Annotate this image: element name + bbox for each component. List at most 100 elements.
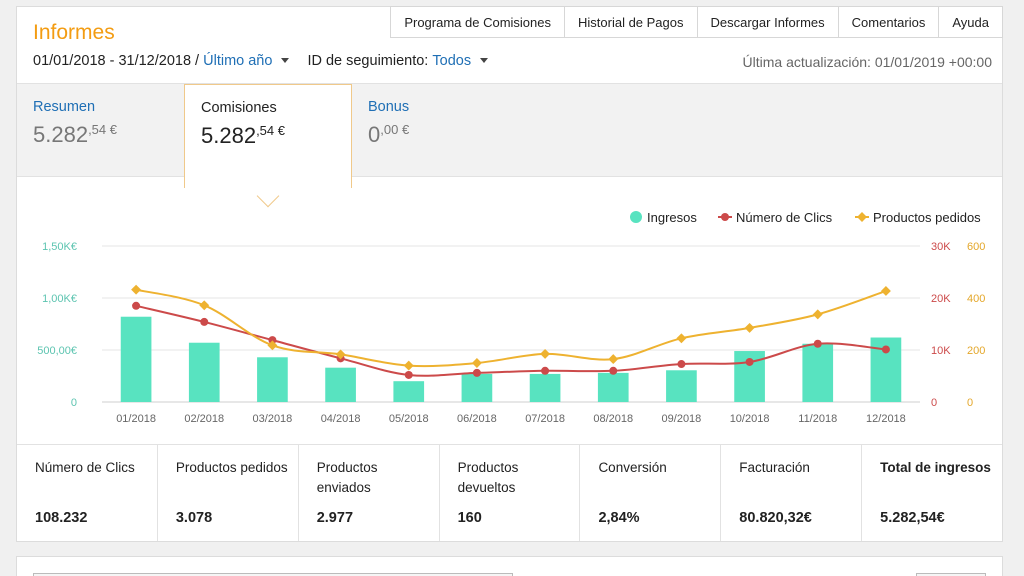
bar-ingresos [597, 372, 629, 402]
point-products [744, 322, 755, 333]
stats-row: Número de Clics 108.232 Productos pedido… [17, 444, 1002, 541]
bar-ingresos [666, 370, 697, 402]
tab-label: Resumen [33, 99, 96, 115]
x-tick-label: 11/2018 [798, 413, 837, 425]
x-tick-label: 05/2018 [389, 413, 429, 425]
nav-download-reports[interactable]: Descargar Informes [696, 6, 839, 38]
point-clicks [132, 301, 141, 310]
line-products [135, 288, 887, 368]
x-tick-label: 12/2018 [866, 413, 906, 425]
y-tick-right-products: 0 [967, 397, 973, 409]
stat-label: Total de ingresos [880, 460, 991, 475]
bar-ingresos [393, 381, 425, 402]
tab-comisiones[interactable]: Comisiones 5.282,54 € [184, 84, 352, 208]
point-products [608, 354, 619, 365]
page-title: Informes [33, 21, 115, 44]
x-tick-label: 04/2018 [321, 413, 361, 425]
bar-ingresos [257, 357, 288, 402]
stat-billing: Facturación 80.820,32€ [721, 445, 863, 541]
nav-comments[interactable]: Comentarios [837, 6, 940, 38]
tracking-id-value: Todos [432, 53, 472, 69]
tab-value: 5.282,54 € [33, 122, 117, 147]
tab-bonus[interactable]: Bonus 0,00 € [352, 84, 520, 177]
secondary-card [16, 556, 1003, 576]
point-clicks [472, 368, 481, 377]
y-tick-right-clicks: 30K [931, 241, 951, 253]
stat-label: Productos enviados [316, 460, 378, 495]
y-tick-left: 1,00K€ [42, 293, 77, 305]
bar-ingresos [325, 367, 356, 402]
bar-ingresos [461, 373, 493, 402]
y-tick-left: 0 [71, 397, 77, 409]
last-update-text: Última actualización: 01/01/2019 +00:00 [742, 54, 992, 70]
legend-marker-clicks [721, 213, 729, 221]
summary-tabs: Resumen 5.282,54 € Comisiones 5.282,54 €… [17, 83, 1002, 208]
y-tick-right-clicks: 10K [931, 345, 951, 357]
period-value: Último año [203, 53, 273, 69]
x-tick-label: 02/2018 [184, 413, 224, 425]
x-tick-label: 08/2018 [593, 413, 633, 425]
tab-resumen[interactable]: Resumen 5.282,54 € [17, 84, 185, 177]
x-tick-label: 10/2018 [730, 413, 770, 425]
stat-label: Conversión [598, 460, 667, 475]
point-products [335, 349, 346, 360]
stat-conversion: Conversión 2,84% [580, 445, 722, 541]
stat-value: 2.977 [316, 510, 354, 526]
stat-label: Facturación [739, 460, 810, 475]
stat-value: 3.078 [175, 510, 213, 526]
legend-label-clicks: Número de Clics [736, 210, 833, 225]
stat-value: 108.232 [35, 510, 88, 526]
stat-value: 80.820,32€ [739, 510, 812, 526]
stat-products-ordered: Productos pedidos 3.078 [158, 445, 299, 541]
tab-label: Bonus [368, 99, 410, 115]
point-clicks [200, 317, 209, 326]
stat-label: Productos pedidos [175, 460, 288, 475]
x-tick-label: 07/2018 [525, 413, 565, 425]
filters-bar: 01/01/2018 - 31/12/2018 / Último año ID … [33, 53, 489, 69]
point-products [471, 358, 482, 368]
x-tick-label: 01/2018 [116, 413, 156, 425]
point-clicks [881, 345, 890, 354]
point-products [812, 309, 823, 320]
x-tick-label: 06/2018 [457, 413, 497, 425]
period-dropdown[interactable]: Último año [203, 53, 290, 69]
stat-products-returned: Productos devueltos 160 [440, 445, 581, 541]
tracking-id-label: ID de seguimiento: [307, 53, 429, 69]
point-clicks [745, 357, 754, 366]
y-tick-right-products: 600 [967, 241, 985, 253]
point-products [880, 286, 891, 296]
line-clicks [135, 304, 887, 377]
nav-commission-program[interactable]: Programa de Comisiones [390, 6, 565, 38]
performance-chart: 0 0 0 500,00€ 10K 200 1,00K€ 20K 400 1,50K€ 30K 600… [37, 210, 985, 425]
y-tick-right-products: 400 [967, 293, 985, 305]
y-tick-left: 1,50K€ [42, 241, 77, 253]
bar-ingresos [802, 343, 834, 402]
nav-payment-history[interactable]: Historial de Pagos [564, 6, 698, 38]
stat-total-earnings: Total de ingresos 5.282,54€ [862, 445, 1002, 541]
x-tick-label: 09/2018 [662, 413, 702, 425]
stat-value: 2,84% [598, 510, 640, 526]
top-navigation: Programa de Comisiones Historial de Pago… [390, 6, 1003, 38]
bar-ingresos [188, 342, 220, 402]
date-range-text: 01/01/2018 - 31/12/2018 / [33, 53, 200, 69]
y-tick-left: 500,00€ [37, 345, 77, 357]
tracking-id-dropdown[interactable]: Todos [432, 53, 489, 69]
chevron-down-icon [480, 57, 489, 63]
point-clicks [813, 339, 822, 348]
point-products [676, 333, 687, 344]
bar-ingresos [120, 316, 152, 402]
point-products [131, 284, 142, 295]
stat-value: 5.282,54€ [880, 510, 945, 526]
secondary-control[interactable] [916, 573, 986, 576]
x-tick-label: 03/2018 [253, 413, 293, 425]
bar-ingresos [529, 373, 561, 402]
legend-label-products: Productos pedidos [873, 210, 981, 225]
tab-value: 0,00 € [368, 122, 410, 147]
point-clicks [541, 366, 550, 375]
nav-help[interactable]: Ayuda [938, 6, 1003, 38]
point-products [540, 348, 551, 359]
point-products [267, 340, 278, 351]
y-tick-right-products: 200 [967, 345, 985, 357]
stat-clicks: Número de Clics 108.232 [17, 445, 158, 541]
stat-label: Número de Clics [35, 460, 135, 475]
